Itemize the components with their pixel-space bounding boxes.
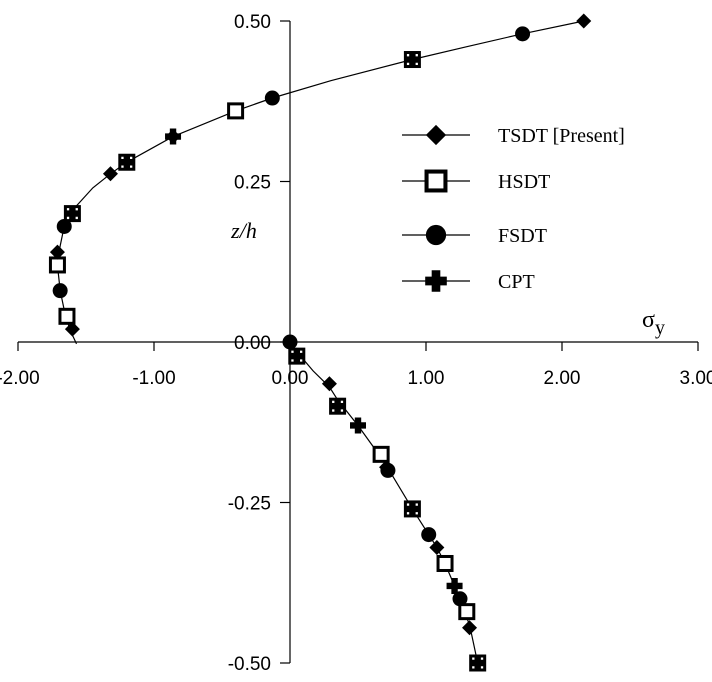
y-tick-label: -0.50 — [228, 654, 271, 675]
data-point — [64, 205, 81, 222]
x-tick-label: 3.00 — [680, 368, 712, 389]
data-point — [429, 539, 445, 555]
data-point — [446, 577, 463, 594]
data-point — [372, 445, 390, 463]
y-tick-label: -0.25 — [228, 494, 271, 515]
y-axis-label: z/h — [230, 218, 257, 243]
data-point — [321, 376, 337, 392]
axes — [17, 20, 699, 664]
legend-marker — [425, 124, 447, 146]
data-point — [58, 307, 76, 325]
legend-label: TSDT [Present] — [498, 125, 625, 147]
legend: TSDT [Present] HSDT FSDT CPT — [402, 124, 625, 293]
data-point — [458, 603, 476, 621]
data-point — [64, 321, 80, 337]
data-point — [48, 256, 66, 274]
x-axis-label-main: σ — [642, 307, 655, 333]
tick-labels: -2.00 -1.00 0.00 1.00 2.00 3.00 0.50 0.25 0.00 -0… — [0, 12, 712, 675]
data-point — [288, 348, 305, 365]
data-point — [227, 102, 245, 120]
x-tick-label: -2.00 — [0, 368, 40, 389]
data-point — [350, 417, 366, 434]
x-tick-label: 1.00 — [408, 368, 445, 389]
x-tick-label: 0.00 — [272, 368, 309, 389]
data-point — [404, 51, 421, 68]
data-point — [379, 459, 395, 475]
data-point — [118, 154, 135, 171]
legend-label: HSDT — [498, 171, 550, 193]
data-point — [515, 26, 531, 42]
data-point — [436, 554, 454, 572]
data-point — [264, 90, 280, 106]
data-point — [56, 218, 72, 234]
data-point — [165, 128, 182, 145]
axis-titles: z/h σy — [230, 218, 665, 339]
legend-marker — [425, 224, 447, 246]
series-line — [289, 341, 479, 664]
y-tick-label: 0.00 — [234, 333, 271, 354]
data-point — [404, 500, 421, 517]
data-point — [576, 13, 592, 29]
data-point — [282, 334, 298, 350]
data-point — [421, 527, 437, 543]
data-point — [49, 244, 65, 260]
data-point — [462, 620, 478, 636]
x-axis-label: σy — [642, 307, 665, 339]
y-tick-label: 0.50 — [234, 12, 271, 33]
x-tick-label: -1.00 — [132, 368, 175, 389]
legend-label: FSDT — [498, 225, 547, 247]
x-axis-label-subscript: y — [655, 317, 665, 339]
data-point — [452, 591, 468, 607]
x-tick-label: 2.00 — [544, 368, 581, 389]
legend-marker — [424, 169, 448, 193]
y-tick-label: 0.25 — [234, 173, 271, 194]
data-point — [329, 398, 346, 415]
legend-marker — [425, 270, 447, 292]
legend-label: CPT — [498, 271, 535, 293]
data-point — [52, 283, 68, 299]
markers — [48, 13, 592, 672]
data-point — [102, 166, 118, 182]
data-point — [469, 655, 486, 671]
